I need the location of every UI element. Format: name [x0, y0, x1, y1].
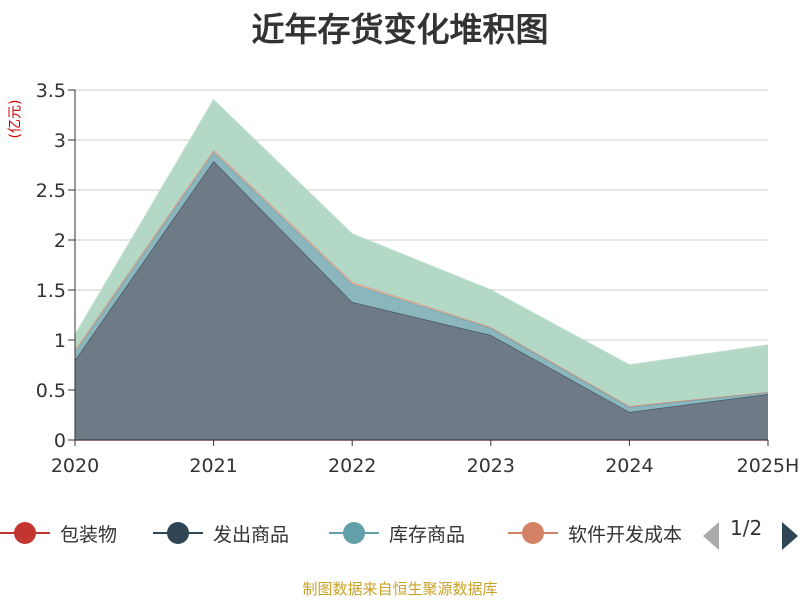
source-note: 制图数据来自恒生聚源数据库: [302, 580, 498, 598]
y-tick-label: 0.5: [36, 380, 66, 402]
y-tick-label: 3.5: [36, 80, 66, 102]
legend-page-indicator: 1/2: [730, 516, 763, 540]
area-series-1: [75, 161, 768, 440]
x-tick-label: 2022: [328, 455, 376, 477]
y-tick-label: 3: [54, 130, 66, 152]
x-tick-label: 2024: [605, 455, 653, 477]
y-tick-label: 1.5: [36, 280, 66, 302]
legend-label: 软件开发成本: [567, 523, 682, 546]
area-series-4: [75, 100, 768, 406]
x-tick-label: 2021: [189, 455, 237, 477]
legend-swatch-ruanjiankaifa: [508, 515, 558, 551]
y-tick-label: 1: [54, 330, 66, 352]
legend-item-kucunshangpin[interactable]: 库存商品: [329, 515, 465, 551]
legend-swatch-kucunshangpin: [329, 515, 379, 551]
y-tick-label: 2.5: [36, 180, 66, 202]
legend-swatch-fachushangpin: [153, 515, 203, 551]
legend-item-ruanjiankaifa[interactable]: 软件开发成本: [508, 515, 682, 551]
line-series-4: [74, 98, 769, 366]
legend-item-baozhuangwu[interactable]: 包装物: [0, 515, 117, 551]
legend-next-page-icon[interactable]: [782, 522, 798, 550]
legend-label: 库存商品: [389, 523, 466, 546]
x-tick-label: 2025H: [737, 455, 800, 477]
chart-title: 近年存货变化堆积图: [251, 10, 549, 49]
x-tick-label: 2023: [467, 455, 515, 477]
legend-label: 包装物: [60, 523, 118, 546]
legend-prev-page-icon[interactable]: [703, 522, 719, 550]
x-tick-label: 2020: [51, 455, 99, 477]
y-tick-label: 2: [54, 230, 66, 252]
legend: 包装物 发出商品 库存商品 软件开发成本: [0, 515, 800, 551]
legend-label: 发出商品: [213, 523, 290, 546]
legend-item-fachushangpin[interactable]: 发出商品: [153, 515, 289, 551]
legend-swatch-baozhuangwu: [0, 515, 50, 551]
y-tick-label: 0: [54, 430, 66, 452]
